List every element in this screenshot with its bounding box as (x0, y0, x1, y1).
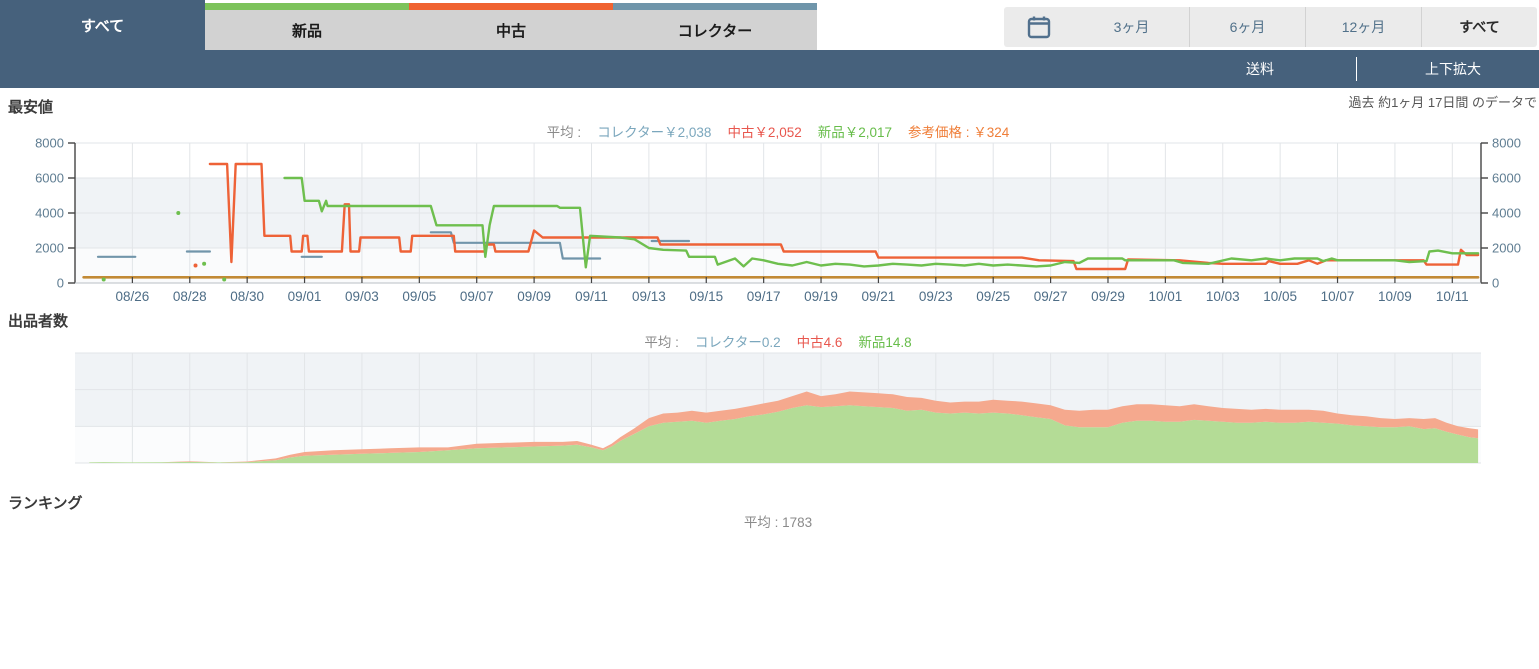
x-tick-label: 09/11 (575, 289, 608, 304)
x-tick-label: 09/23 (919, 289, 953, 304)
x-tick-label: 09/13 (632, 289, 666, 304)
legend-item: 平均 : (644, 335, 679, 350)
x-tick-label: 09/07 (460, 289, 494, 304)
最安値-chart: 0 0 2000 2000 4000 4000 6000 6000 8000 8000 08/26 0… (35, 136, 1521, 305)
plot-band (75, 178, 1481, 213)
y-tick-label: 8000 (35, 136, 64, 151)
time-range-bar: 3ヶ月 6ヶ月 12ヶ月 すべて (1004, 7, 1537, 47)
x-tick-label: 09/01 (288, 289, 322, 304)
calendar-icon (1027, 16, 1051, 39)
vertical-zoom-button[interactable]: 上下拡大 (1425, 61, 1481, 77)
y-tick-label: 6000 (35, 171, 64, 186)
toolbar-separator (1356, 57, 1357, 81)
price-chart-legend: 平均 : コレクター￥2,038 中古￥2,052 新品￥2,017 参考価格 : ￥3… (75, 121, 1481, 141)
calendar-button[interactable] (1004, 7, 1074, 47)
range-button-12m[interactable]: 12ヶ月 (1305, 7, 1421, 47)
plot-band (75, 143, 1481, 178)
data-dot (176, 211, 181, 215)
data-dot (202, 261, 207, 266)
legend-item: 参考価格 : ￥324 (908, 125, 1010, 140)
x-tick-label: 09/05 (402, 289, 436, 304)
x-tick-label: 10/11 (1436, 289, 1469, 304)
x-tick-label: 09/25 (976, 289, 1010, 304)
sellers-chart-legend: 平均 : コレクター0.2 中古4.6 新品14.8 (75, 331, 1481, 351)
chart-toolbar: 送料 上下拡大 (0, 50, 1539, 88)
range-label: 3ヶ月 (1113, 19, 1150, 35)
y-tick-label: 6000 (1492, 171, 1521, 186)
data-period-note: 過去 約1ヶ月 17日間 のデータで (1348, 95, 1537, 110)
y-tick-label: 2000 (1492, 241, 1521, 256)
x-tick-label: 09/21 (862, 289, 896, 304)
y-tick-label: 4000 (35, 206, 64, 221)
x-tick-label: 08/26 (115, 289, 149, 304)
plot-band (75, 426, 1481, 463)
x-tick-label: 09/17 (747, 289, 781, 304)
series-中古 (208, 162, 1480, 271)
x-tick-label: 09/29 (1091, 289, 1125, 304)
sellers-chart-title: 出品者数 (8, 313, 69, 330)
area-new (89, 405, 1479, 463)
data-dot (101, 277, 106, 282)
range-label: すべて (1459, 19, 1500, 35)
legend-item: 中古4.6 (796, 335, 843, 350)
x-tick-label: 09/19 (804, 289, 838, 304)
legend-item: 新品14.8 (858, 335, 912, 350)
出品者数-chart (75, 352, 1481, 464)
ranking-chart-legend: 平均 : 1783 (75, 511, 1481, 531)
plot-band (75, 353, 1481, 390)
tab-label: コレクター (677, 22, 753, 40)
range-button-6m[interactable]: 6ヶ月 (1189, 7, 1305, 47)
series-新品 (283, 176, 1480, 269)
x-tick-label: 10/05 (1263, 289, 1297, 304)
x-tick-label: 10/01 (1148, 289, 1182, 304)
tab-label: 新品 (291, 22, 322, 40)
x-tick-label: 10/03 (1206, 289, 1240, 304)
plot-band (75, 389, 1481, 427)
shipping-toggle-button[interactable]: 送料 (1246, 61, 1274, 77)
y-tick-label: 8000 (1492, 136, 1521, 151)
y-tick-label: 4000 (1492, 206, 1521, 221)
legend-item: 新品￥2,017 (817, 125, 893, 140)
legend-item: コレクター￥2,038 (597, 125, 712, 140)
plot-band (75, 248, 1481, 283)
y-tick-label: 0 (1492, 276, 1499, 291)
x-tick-label: 09/09 (517, 289, 551, 304)
range-label: 6ヶ月 (1229, 19, 1266, 35)
range-label: 12ヶ月 (1341, 19, 1386, 35)
legend-item: 平均 : 1783 (743, 515, 813, 530)
tab-label: すべて (80, 17, 125, 35)
legend-item: 平均 : (546, 125, 582, 140)
tab-condition-used[interactable]: 中古 (409, 3, 613, 50)
plot-band (75, 213, 1481, 248)
area-used (89, 391, 1479, 463)
tab-condition-all[interactable]: すべて (0, 0, 205, 50)
tab-label: 中古 (495, 22, 526, 40)
y-tick-label: 0 (57, 276, 64, 291)
data-dot (193, 263, 198, 268)
range-button-3m[interactable]: 3ヶ月 (1074, 7, 1189, 47)
ranking-chart-title: ランキング (8, 495, 83, 512)
x-tick-label: 10/07 (1321, 289, 1355, 304)
series-コレクター (96, 231, 691, 260)
data-dot (222, 277, 227, 282)
x-tick-label: 09/27 (1034, 289, 1068, 304)
tab-condition-new[interactable]: 新品 (205, 3, 409, 50)
tab-condition-collector[interactable]: コレクター (613, 3, 817, 50)
legend-item: コレクター0.2 (694, 335, 781, 350)
x-tick-label: 09/03 (345, 289, 379, 304)
range-button-all[interactable]: すべて (1421, 7, 1537, 47)
x-tick-label: 08/30 (230, 289, 264, 304)
x-tick-label: 09/15 (689, 289, 723, 304)
x-tick-label: 08/28 (173, 289, 207, 304)
price-chart-title: 最安値 (8, 99, 54, 116)
y-tick-label: 2000 (35, 241, 64, 256)
x-tick-label: 10/09 (1378, 289, 1412, 304)
legend-item: 中古￥2,052 (727, 125, 802, 140)
